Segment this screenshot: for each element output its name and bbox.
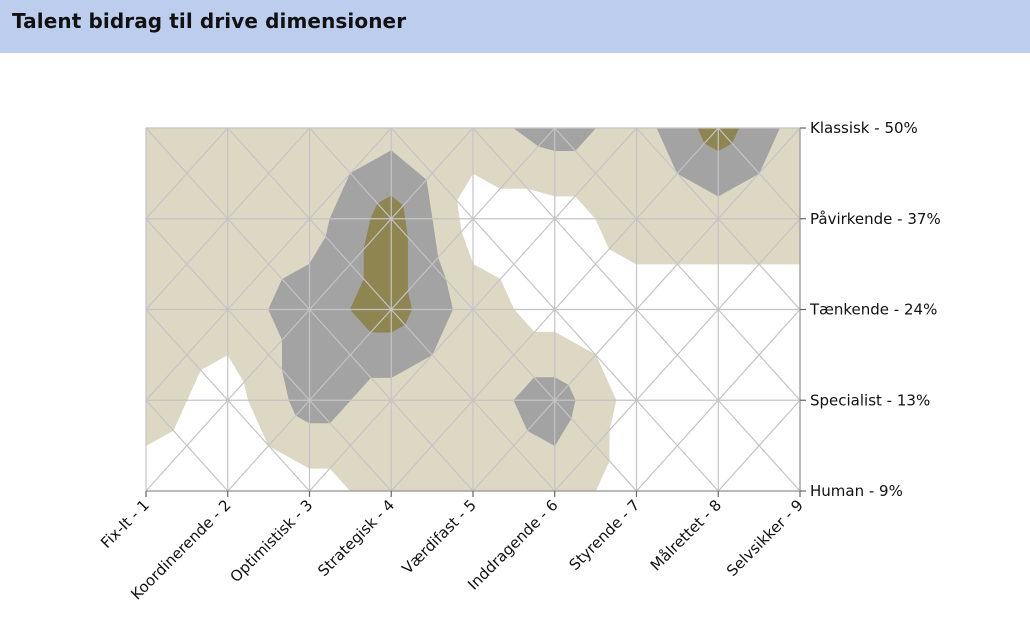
x-tick-label: Selvsikker - 9 — [723, 496, 807, 580]
grid-line-diagonal — [554, 218, 637, 310]
x-tick-label: Inddragende - 6 — [464, 496, 561, 593]
grid-line-diagonal — [554, 127, 637, 220]
x-tick-label: Målrettet - 8 — [647, 496, 725, 574]
grid-line-diagonal — [717, 309, 801, 401]
y-tick-label: Klassisk - 50% — [810, 119, 918, 137]
x-tick-label: Strategisk - 4 — [314, 496, 398, 580]
x-tick-label: Styrende - 7 — [565, 496, 643, 574]
grid-line-diagonal — [309, 218, 392, 310]
grid-line-diagonal — [636, 218, 719, 310]
grid-line-diagonal — [717, 127, 801, 220]
x-tick-label: Optimistisk - 3 — [227, 496, 317, 586]
grid-line-diagonal — [554, 399, 637, 492]
grid-line-diagonal — [309, 127, 392, 220]
grid-line-diagonal — [717, 218, 801, 310]
grid-line-diagonal — [227, 309, 310, 401]
y-tick-label: Påvirkende - 37% — [810, 210, 941, 228]
grid-line-diagonal — [309, 309, 392, 401]
y-tick-label: Tænkende - 24% — [809, 301, 937, 319]
grid-line-diagonal — [390, 218, 474, 310]
grid-line-diagonal — [227, 127, 310, 220]
grid-line-diagonal — [227, 218, 310, 310]
x-tick-label: Værdifast - 5 — [398, 496, 479, 577]
y-tick-label: Specialist - 13% — [810, 391, 930, 409]
grid-line-diagonal — [717, 399, 801, 492]
x-tick-label: Fix-It - 1 — [97, 496, 153, 552]
grid-line-diagonal — [636, 309, 719, 401]
grid-line-diagonal — [309, 399, 392, 492]
y-tick-label: Human - 9% — [810, 482, 903, 500]
grid-line-diagonal — [145, 399, 229, 492]
grid-line-diagonal — [390, 399, 474, 492]
grid-line-diagonal — [390, 127, 474, 220]
grid-line-diagonal — [636, 399, 719, 492]
header-bar: Talent bidrag til drive dimensioner — [0, 0, 1030, 53]
grid-line-diagonal — [472, 399, 556, 492]
chart-grid — [145, 127, 801, 492]
grid-line-diagonal — [472, 127, 556, 220]
grid-line-diagonal — [636, 127, 719, 220]
grid-line-diagonal — [390, 309, 474, 401]
grid-line-diagonal — [145, 218, 229, 310]
grid-line-diagonal — [145, 309, 229, 401]
page-title: Talent bidrag til drive dimensioner — [12, 9, 407, 33]
grid-line-diagonal — [472, 218, 556, 310]
grid-line-diagonal — [554, 309, 637, 401]
grid-line-diagonal — [472, 309, 556, 401]
grid-line-diagonal — [227, 399, 310, 492]
grid-line-diagonal — [145, 127, 229, 220]
